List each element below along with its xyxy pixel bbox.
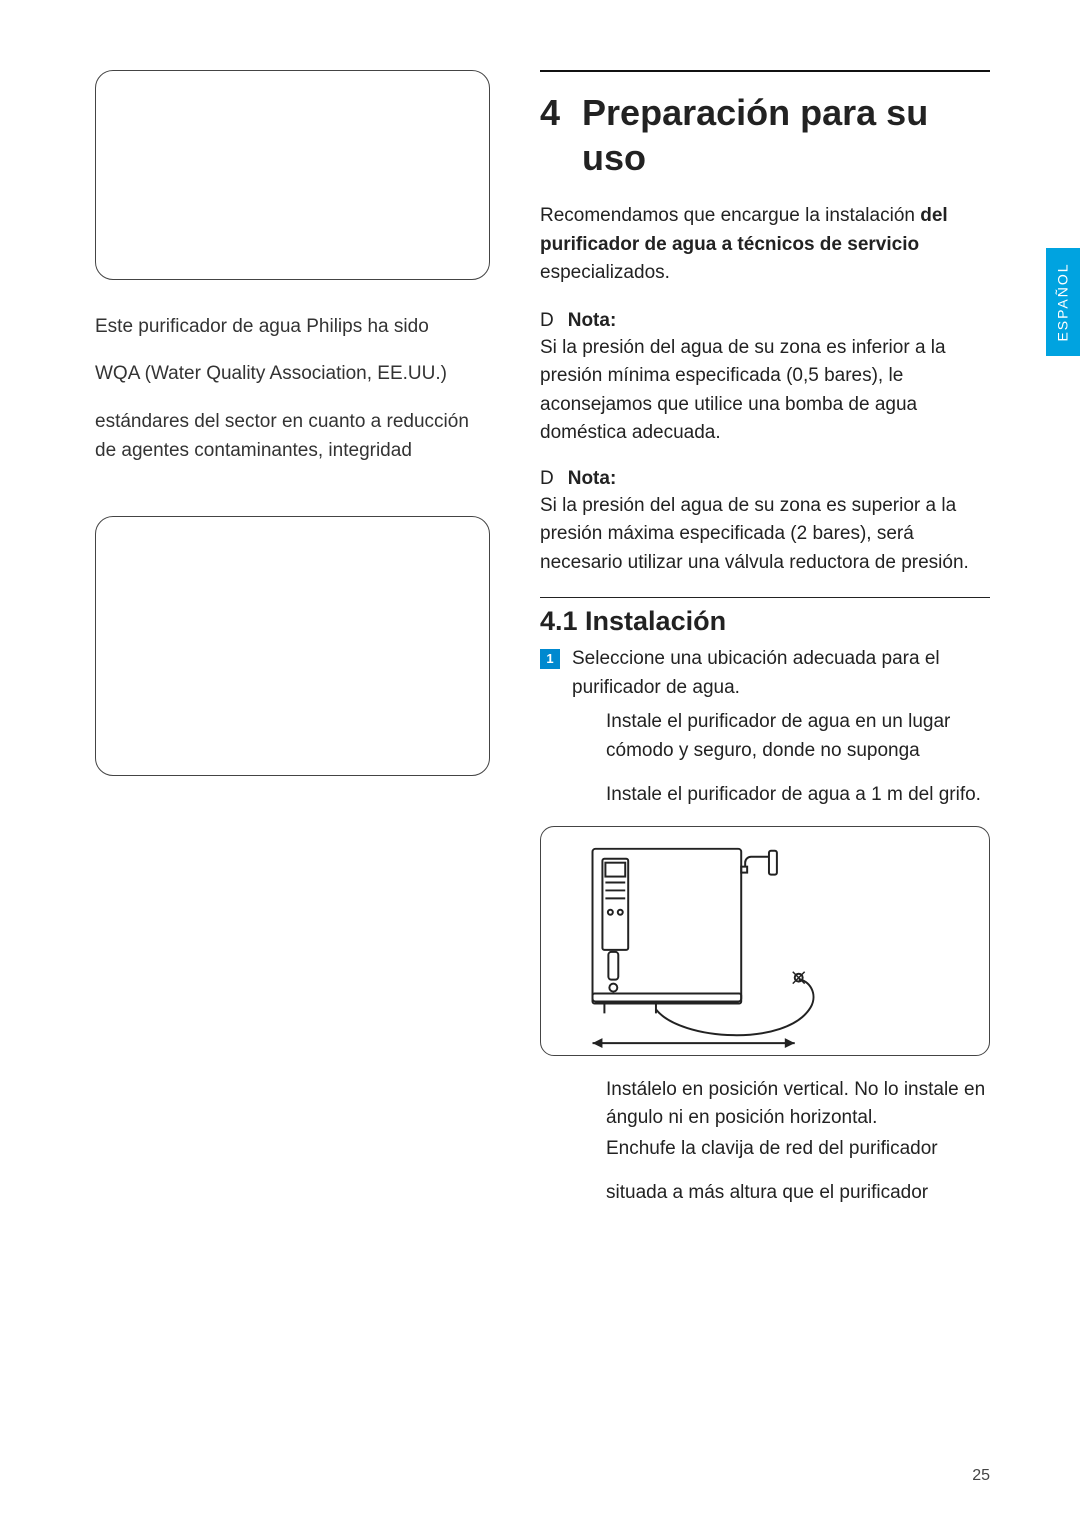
note-2: D Nota: Si la presión del agua de su zona… bbox=[540, 468, 990, 578]
subsection-heading: 4.1 Instalación bbox=[540, 597, 990, 637]
section-title-text: Preparación para su uso bbox=[582, 90, 990, 180]
certification-logo-placeholder bbox=[95, 70, 490, 280]
note-2-marker: D bbox=[540, 468, 554, 489]
bullet-c: Instálelo en posición vertical. No lo in… bbox=[606, 1076, 990, 1133]
note-1-marker: D bbox=[540, 310, 554, 331]
left-paragraph-2: WQA (Water Quality Association, EE.UU.) bbox=[95, 359, 490, 388]
section-number: 4 bbox=[540, 90, 560, 180]
intro-paragraph: Recomendamos que encargue la instalación… bbox=[540, 202, 990, 288]
left-paragraph-3: estándares del sector en cuanto a reducc… bbox=[95, 407, 490, 466]
secondary-logo-placeholder bbox=[95, 516, 490, 776]
page-number: 25 bbox=[972, 1467, 990, 1485]
intro-text-1: Recomendamos que encargue la instalación bbox=[540, 205, 920, 226]
intro-text-2: especializados. bbox=[540, 262, 670, 283]
note-2-body: Si la presión del agua de su zona es sup… bbox=[540, 492, 990, 578]
step-1-text: Seleccione una ubicación adecuada para e… bbox=[572, 645, 990, 702]
installation-diagram bbox=[540, 826, 990, 1056]
note-2-label: Nota: bbox=[568, 468, 617, 489]
language-tab: ESPAÑOL bbox=[1046, 248, 1080, 356]
diagram-svg bbox=[541, 827, 989, 1055]
left-paragraph-1: Este purificador de agua Philips ha sido bbox=[95, 312, 490, 341]
language-tab-label: ESPAÑOL bbox=[1055, 262, 1071, 341]
bullet-e: situada a más altura que el purificador bbox=[606, 1179, 990, 1208]
bullet-b: Instale el purificador de agua a 1 m del… bbox=[606, 781, 990, 810]
note-1-label: Nota: bbox=[568, 310, 617, 331]
bullet-a: Instale el purificador de agua en un lug… bbox=[606, 708, 990, 765]
bullet-d: Enchufe la clavija de red del purificado… bbox=[606, 1135, 990, 1164]
step-1-number: 1 bbox=[540, 649, 560, 669]
section-heading: 4 Preparación para su uso bbox=[540, 70, 990, 180]
step-1: 1 Seleccione una ubicación adecuada para… bbox=[540, 645, 990, 702]
note-1-body: Si la presión del agua de su zona es inf… bbox=[540, 334, 990, 448]
note-1: D Nota: Si la presión del agua de su zona… bbox=[540, 310, 990, 448]
